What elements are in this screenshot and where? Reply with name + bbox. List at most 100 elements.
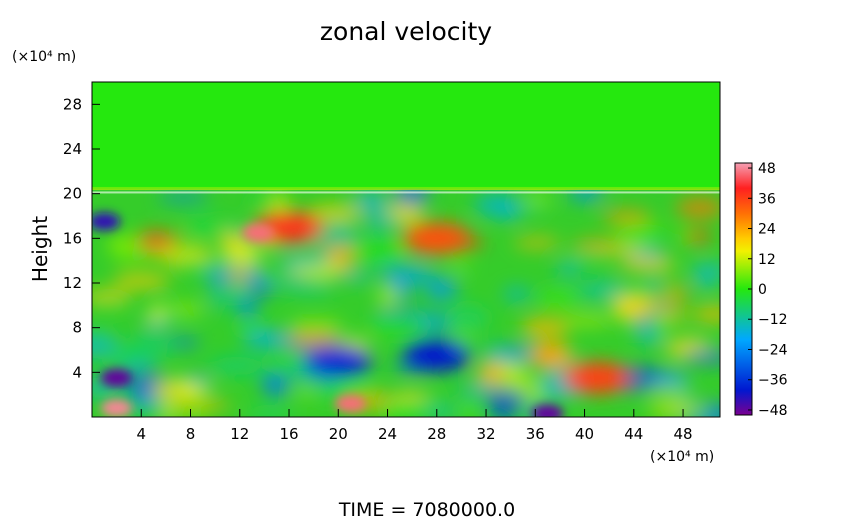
- y-axis-ticks: 4 8 12 16 20 24 28: [63, 95, 100, 381]
- field-texture-cell: [166, 303, 205, 316]
- field-region: [402, 339, 471, 372]
- x-tick-label: 12: [230, 425, 249, 443]
- layer-interface: [92, 191, 720, 194]
- field-texture-cell: [205, 269, 235, 285]
- colorbar-tick-label: 12: [758, 252, 776, 268]
- field-texture-cell: [333, 383, 378, 399]
- field-texture-cell: [636, 334, 664, 344]
- field-texture-cell: [243, 330, 292, 348]
- field-region: [304, 345, 373, 378]
- upper-uniform-layer: [92, 82, 720, 189]
- field-texture-cell: [137, 229, 172, 253]
- field-texture-cell: [278, 255, 334, 265]
- field-texture-cell: [633, 284, 683, 300]
- field-texture-cell: [244, 271, 262, 284]
- field-texture-cell: [458, 404, 481, 417]
- colorbar-tick-label: 48: [758, 161, 776, 177]
- field-texture-cell: [477, 362, 505, 387]
- field-region: [100, 399, 133, 417]
- field-texture-cell: [183, 218, 231, 237]
- field-texture-cell: [171, 241, 189, 254]
- y-tick-label: 8: [72, 319, 82, 337]
- field-texture-cell: [693, 264, 720, 290]
- plot-frame: [91, 81, 721, 418]
- field-texture-cell: [129, 397, 159, 406]
- y-tick-label: 28: [63, 95, 82, 113]
- field-texture-cell: [209, 285, 227, 311]
- field-texture-cell: [362, 213, 401, 230]
- field-texture-cell: [169, 382, 216, 391]
- field-texture-cell: [644, 386, 690, 396]
- field-texture-cell: [161, 405, 179, 417]
- field-texture-cell: [265, 356, 307, 369]
- field-texture-cell: [92, 290, 132, 302]
- field-region: [100, 368, 133, 387]
- x-tick-label: 44: [624, 425, 643, 443]
- field-texture-cell: [537, 290, 581, 306]
- field-texture-cell: [112, 273, 171, 289]
- field-texture-cell: [141, 321, 175, 330]
- y-axis-label: Height: [28, 216, 52, 282]
- y-tick-label: 20: [63, 185, 82, 203]
- field-texture-cell: [234, 322, 265, 331]
- field-texture-cell: [675, 198, 720, 218]
- colorbar-tick-label: 0: [758, 282, 767, 298]
- field-texture-cell: [614, 296, 656, 322]
- field-texture-cell: [601, 210, 651, 223]
- field-texture-cell: [521, 193, 553, 208]
- y-tick-label: 16: [63, 229, 82, 247]
- field-texture-cell: [347, 239, 404, 261]
- field-texture-cell: [353, 192, 389, 211]
- field-texture-cell: [236, 298, 259, 318]
- y-axis-unit: (×10⁴ m): [12, 49, 76, 65]
- y-tick-label: 12: [63, 274, 82, 292]
- field-texture-cell: [560, 315, 611, 326]
- field-texture-cell: [281, 277, 336, 296]
- x-tick-label: 32: [476, 425, 495, 443]
- field-texture-cell: [157, 193, 210, 203]
- colorbar-tick-label: 36: [758, 191, 776, 207]
- x-axis-unit: (×10⁴ m): [650, 449, 714, 465]
- field-texture-cell: [520, 317, 569, 338]
- field-texture-cell: [250, 192, 275, 209]
- field-texture-cell: [678, 409, 719, 417]
- x-tick-label: 24: [378, 425, 397, 443]
- field-texture-cell: [618, 256, 676, 271]
- y-tick-label: 24: [63, 140, 82, 158]
- layer-edge: [92, 187, 720, 189]
- field-texture-cell: [370, 313, 428, 336]
- x-tick-label: 16: [279, 425, 298, 443]
- field-region: [242, 223, 275, 242]
- field-texture-cell: [307, 204, 362, 221]
- field-texture-cell: [378, 265, 435, 284]
- chart-title: zonal velocity: [320, 17, 492, 46]
- field-texture-cell: [528, 342, 566, 369]
- field-texture-cell: [513, 237, 561, 249]
- field-texture-cell: [449, 305, 489, 331]
- field-region: [334, 394, 367, 413]
- field-texture-cell: [107, 235, 135, 253]
- field-texture-cell: [260, 372, 290, 392]
- field-region: [531, 404, 564, 417]
- x-axis-ticks: 4 8 12 16 20 24 28 32 36 40 44 48: [136, 409, 693, 443]
- field-texture-cell: [577, 279, 630, 302]
- field-texture-cell: [693, 305, 720, 323]
- field-texture-cell: [503, 287, 531, 302]
- x-tick-label: 4: [136, 425, 146, 443]
- field-region: [92, 212, 121, 231]
- field-texture-cell: [379, 400, 427, 417]
- x-tick-label: 48: [674, 425, 693, 443]
- field-texture-cell: [226, 242, 260, 266]
- field-texture-cell: [339, 271, 375, 283]
- field-texture-cell: [147, 307, 167, 323]
- field-texture-cell: [377, 285, 399, 307]
- field-texture-cell: [246, 410, 295, 417]
- colorbar-tick-label: −48: [758, 403, 788, 419]
- field-texture-cell: [169, 337, 200, 348]
- colorbar-tick-label: −24: [758, 342, 788, 358]
- field-texture-cell: [117, 362, 156, 372]
- field-texture-cell: [287, 329, 339, 349]
- colorbar-tick-label: −36: [758, 373, 788, 389]
- x-tick-label: 36: [526, 425, 545, 443]
